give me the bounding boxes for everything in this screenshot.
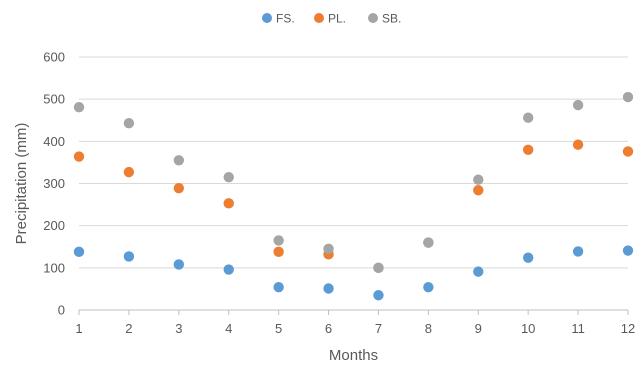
data-point: [123, 166, 135, 178]
x-axis: 1 2 3 4 5 6 7 8 9 10 11 12: [75, 310, 635, 336]
data-point: [73, 151, 85, 162]
data-point: [373, 262, 384, 274]
data-point: [473, 185, 484, 196]
legend-marker: [262, 13, 272, 23]
data-point: [622, 146, 634, 157]
data-point: [123, 251, 135, 262]
legend-item: FS.: [262, 12, 295, 26]
data-point: [572, 246, 584, 257]
data-point: [323, 283, 334, 294]
data-point: [73, 246, 85, 258]
legend-label: PL.: [328, 12, 346, 26]
x-tick-label: 6: [325, 321, 332, 336]
data-point: [223, 198, 234, 209]
data-point: [73, 101, 85, 113]
legend-label: SB.: [382, 12, 401, 26]
x-tick-label: 5: [275, 321, 282, 336]
data-point: [223, 264, 234, 275]
data-point: [223, 171, 234, 183]
data-point: [173, 155, 185, 166]
y-tick-label: 400: [43, 134, 65, 149]
x-axis-title: Months: [329, 347, 378, 364]
y-tick-label: 500: [43, 92, 65, 107]
data-point: [522, 252, 534, 263]
data-point: [273, 235, 284, 246]
series-pl: [73, 139, 634, 274]
x-tick-label: 8: [425, 321, 432, 336]
data-point: [572, 139, 584, 150]
y-tick-label: 100: [43, 260, 65, 275]
data-point: [522, 144, 534, 155]
legend-marker: [368, 13, 378, 23]
series-fs: [73, 245, 634, 301]
y-tick-label: 0: [58, 303, 65, 318]
data-point: [423, 282, 434, 293]
x-tick-label: 3: [175, 321, 182, 336]
legend-item: SB.: [368, 12, 401, 26]
data-points: [73, 91, 634, 301]
data-point: [123, 118, 135, 129]
y-axis-title: Precipitation (mm): [13, 123, 30, 245]
series-sb: [73, 91, 634, 274]
data-point: [173, 182, 185, 194]
x-tick-label: 11: [571, 321, 585, 336]
x-tick-label: 9: [475, 321, 482, 336]
legend-item: PL.: [314, 12, 346, 26]
x-tick-label: 2: [125, 321, 132, 336]
data-point: [572, 99, 584, 111]
x-tick-label: 12: [621, 321, 635, 336]
x-tick-label: 7: [375, 321, 382, 336]
data-point: [323, 243, 334, 255]
data-point: [173, 259, 185, 270]
data-point: [522, 112, 534, 123]
y-tick-label: 200: [43, 218, 65, 233]
y-axis: 0 100 200 300 400 500 600: [43, 50, 65, 318]
gridlines: [79, 56, 628, 311]
data-point: [473, 266, 484, 277]
y-tick-label: 600: [43, 50, 65, 65]
x-tick-label: 4: [225, 321, 232, 336]
data-point: [273, 246, 284, 258]
legend-label: FS.: [276, 12, 295, 26]
data-point: [423, 237, 434, 248]
legend: FS. PL. SB.: [262, 12, 401, 26]
data-point: [373, 290, 384, 301]
data-point: [473, 174, 484, 185]
x-tick-label: 1: [75, 321, 82, 336]
data-point: [273, 282, 284, 293]
x-tick-label: 10: [521, 321, 535, 336]
data-point: [622, 91, 634, 103]
y-tick-label: 300: [43, 176, 65, 191]
legend-marker: [314, 13, 324, 23]
data-point: [622, 245, 634, 256]
